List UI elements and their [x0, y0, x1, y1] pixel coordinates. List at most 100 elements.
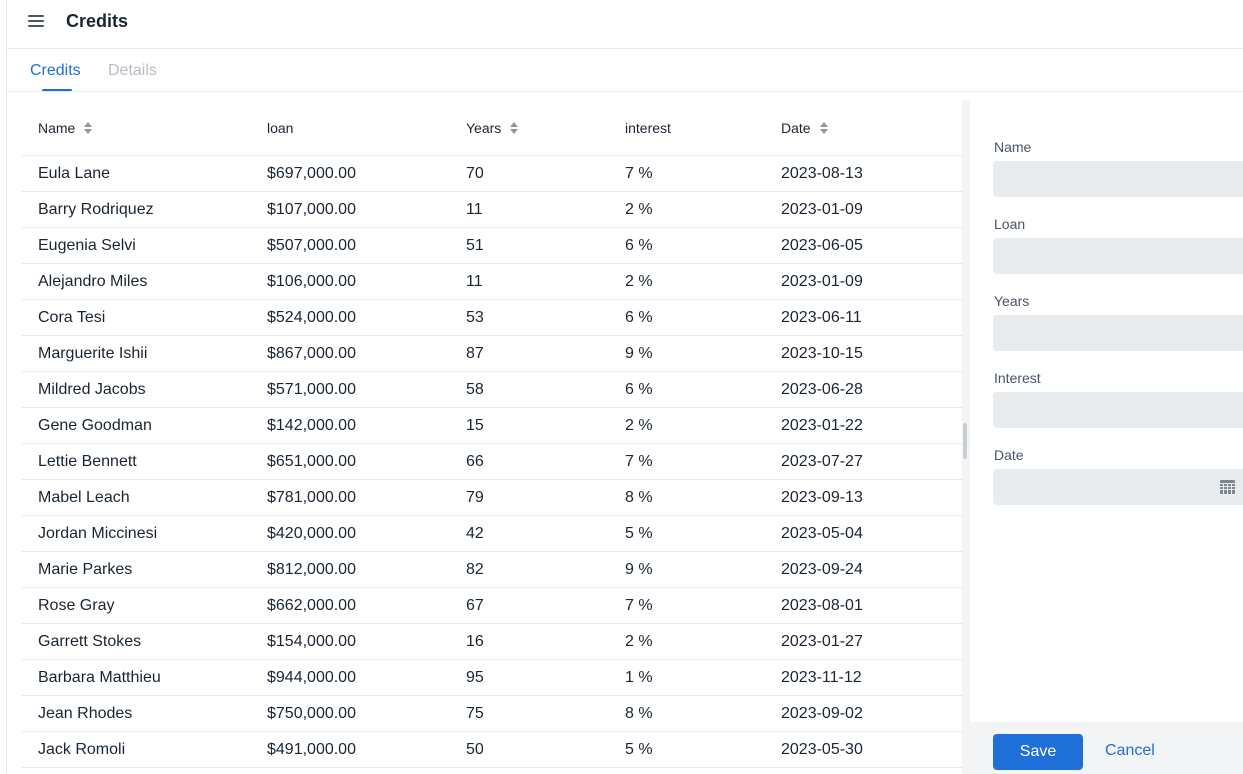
- interest-cell: 1 %: [625, 669, 653, 686]
- name-cell: Mabel Leach: [38, 489, 130, 506]
- years-cell: 79: [466, 489, 484, 506]
- interest-cell: 2 %: [625, 417, 653, 434]
- cancel-button[interactable]: Cancel: [1105, 742, 1155, 759]
- table-row[interactable]: Lettie Bennett $651,000.00 66 7 % 2023-07-27: [22, 444, 962, 480]
- interest-cell: 2 %: [625, 201, 653, 218]
- loan-cell: $812,000.00: [267, 561, 356, 578]
- name-label: Name: [994, 139, 1032, 155]
- active-tab-indicator: [42, 89, 72, 91]
- loan-cell: $491,000.00: [267, 741, 356, 758]
- tab-credits[interactable]: Credits: [30, 62, 81, 79]
- loan-cell: $106,000.00: [267, 273, 356, 290]
- name-cell: Jean Rhodes: [38, 705, 133, 722]
- date-cell: 2023-06-28: [781, 381, 863, 398]
- loan-cell: $750,000.00: [267, 705, 356, 722]
- loan-cell: $944,000.00: [267, 669, 356, 686]
- table-row[interactable]: Jordan Miccinesi $420,000.00 42 5 % 2023-05-…: [22, 516, 962, 552]
- loan-cell: $697,000.00: [267, 165, 356, 182]
- table-row[interactable]: Jack Romoli $491,000.00 50 5 % 2023-05-30: [22, 732, 962, 768]
- table-row[interactable]: Mildred Jacobs $571,000.00 58 6 % 2023-06-28: [22, 372, 962, 408]
- column-header-interest: interest: [625, 120, 671, 136]
- table-row[interactable]: Garrett Stokes $154,000.00 16 2 % 2023-01-27: [22, 624, 962, 660]
- name-cell: Eugenia Selvi: [38, 237, 136, 254]
- date-cell: 2023-09-02: [781, 705, 863, 722]
- years-cell: 82: [466, 561, 484, 578]
- date-cell: 2023-08-13: [781, 165, 863, 182]
- date-field[interactable]: [993, 469, 1243, 505]
- years-cell: 11: [466, 201, 483, 218]
- table-row[interactable]: Eula Lane $697,000.00 70 7 % 2023-08-13: [22, 156, 962, 192]
- name-cell: Marie Parkes: [38, 561, 133, 578]
- loan-label: Loan: [994, 216, 1026, 232]
- name-cell: Eula Lane: [38, 165, 111, 182]
- loan-cell: $507,000.00: [267, 237, 356, 254]
- name-field[interactable]: [993, 161, 1243, 197]
- column-header-name[interactable]: Name: [38, 120, 93, 136]
- table-row[interactable]: Rose Gray $662,000.00 67 7 % 2023-08-01: [22, 588, 962, 624]
- sort-icon[interactable]: [84, 122, 93, 134]
- date-cell: 2023-09-24: [781, 561, 863, 578]
- table-row[interactable]: Eugenia Selvi $507,000.00 51 6 % 2023-06-05: [22, 228, 962, 264]
- years-cell: 75: [466, 705, 484, 722]
- interest-cell: 9 %: [625, 561, 653, 578]
- table-row[interactable]: Barry Rodriquez $107,000.00 11 2 % 2023-01-0…: [22, 192, 962, 228]
- loan-cell: $867,000.00: [267, 345, 356, 362]
- years-cell: 95: [466, 669, 484, 686]
- years-cell: 58: [466, 381, 484, 398]
- interest-cell: 6 %: [625, 381, 653, 398]
- table-row[interactable]: Marguerite Ishii $867,000.00 87 9 % 2023-10-…: [22, 336, 962, 372]
- date-label: Date: [994, 447, 1024, 463]
- table-row[interactable]: Alejandro Miles $106,000.00 11 2 % 2023-01-0…: [22, 264, 962, 300]
- interest-field[interactable]: [993, 392, 1243, 428]
- table-row[interactable]: Barbara Matthieu $944,000.00 95 1 % 2023-11-…: [22, 660, 962, 696]
- column-header-label: Years: [466, 120, 502, 136]
- table-row[interactable]: Gene Goodman $142,000.00 15 2 % 2023-01-22: [22, 408, 962, 444]
- interest-cell: 5 %: [625, 525, 653, 542]
- date-cell: 2023-01-22: [781, 417, 863, 434]
- name-cell: Rose Gray: [38, 597, 115, 614]
- interest-cell: 7 %: [625, 597, 653, 614]
- save-button[interactable]: Save: [993, 734, 1083, 770]
- sort-icon[interactable]: [819, 122, 828, 134]
- years-cell: 11: [466, 273, 483, 290]
- date-cell: 2023-01-09: [781, 201, 863, 218]
- years-cell: 70: [466, 165, 484, 182]
- table-row[interactable]: Mabel Leach $781,000.00 79 8 % 2023-09-13: [22, 480, 962, 516]
- menu-icon[interactable]: [27, 13, 45, 29]
- name-cell: Gene Goodman: [38, 417, 152, 434]
- loan-field[interactable]: [993, 238, 1243, 274]
- interest-label: Interest: [994, 370, 1041, 386]
- interest-cell: 9 %: [625, 345, 653, 362]
- column-header-label: interest: [625, 120, 671, 136]
- tab-details[interactable]: Details: [108, 62, 157, 79]
- sort-icon[interactable]: [510, 122, 519, 134]
- date-cell: 2023-09-13: [781, 489, 863, 506]
- column-header-date[interactable]: Date: [781, 120, 828, 136]
- years-field[interactable]: [993, 315, 1243, 351]
- tab-bar: Credits Details: [7, 49, 1243, 92]
- credits-grid: Name loan Years interest Date Eula Lane $…: [22, 100, 962, 774]
- interest-cell: 7 %: [625, 165, 653, 182]
- interest-cell: 2 %: [625, 633, 653, 650]
- loan-cell: $420,000.00: [267, 525, 356, 542]
- loan-cell: $524,000.00: [267, 309, 356, 326]
- years-cell: 67: [466, 597, 484, 614]
- table-row[interactable]: Jean Rhodes $750,000.00 75 8 % 2023-09-02: [22, 696, 962, 732]
- loan-cell: $142,000.00: [267, 417, 356, 434]
- calendar-icon[interactable]: [1220, 480, 1235, 494]
- table-row[interactable]: Marie Parkes $812,000.00 82 9 % 2023-09-24: [22, 552, 962, 588]
- grid-body: Eula Lane $697,000.00 70 7 % 2023-08-13 Barry…: [22, 156, 962, 768]
- years-cell: 66: [466, 453, 484, 470]
- column-header-years[interactable]: Years: [466, 120, 519, 136]
- name-cell: Cora Tesi: [38, 309, 106, 326]
- loan-cell: $154,000.00: [267, 633, 356, 650]
- date-cell: 2023-01-09: [781, 273, 863, 290]
- splitter-handle[interactable]: [963, 423, 967, 459]
- table-row[interactable]: Cora Tesi $524,000.00 53 6 % 2023-06-11: [22, 300, 962, 336]
- interest-cell: 6 %: [625, 237, 653, 254]
- column-header-label: Name: [38, 120, 76, 136]
- date-cell: 2023-08-01: [781, 597, 863, 614]
- interest-cell: 2 %: [625, 273, 653, 290]
- years-label: Years: [994, 293, 1030, 309]
